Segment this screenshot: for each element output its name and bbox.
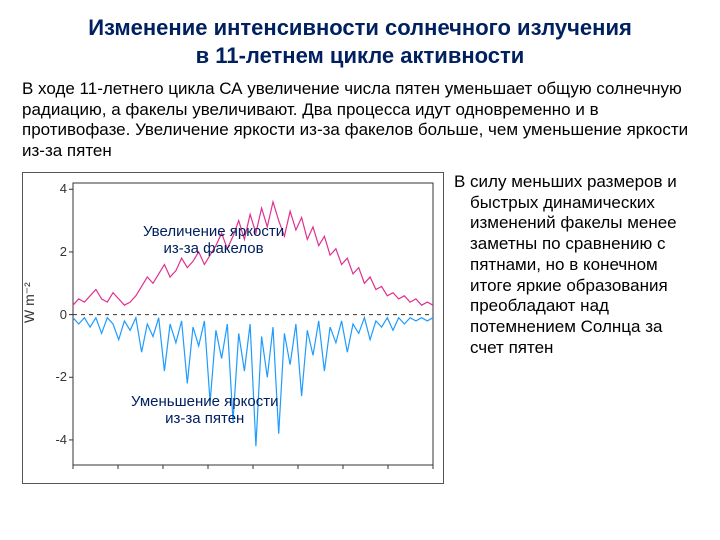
intro-text: В ходе 11-летнего цикла СА увеличение чи… (22, 79, 698, 162)
chart-svg (23, 173, 443, 483)
y-tick-label: 0 (43, 307, 67, 322)
y-tick-label: 4 (43, 181, 67, 196)
chart-container: W m⁻² 4 2 0 -2 -4 Увеличение яркости из-за ф… (22, 172, 444, 484)
title-line-2: в 11-летнем цикле активности (196, 43, 525, 68)
y-tick-label: 2 (43, 244, 67, 259)
annot-spots: Уменьшение яркости из-за пятен (131, 393, 278, 428)
annot-faculae: Увеличение яркости из-за факелов (143, 223, 284, 258)
y-tick-label: -4 (43, 432, 67, 447)
side-text: В силу меньших размеров и быстрых динами… (454, 172, 698, 359)
y-axis-label: W m⁻² (21, 282, 38, 323)
page-title: Изменение интенсивности солнечного излуч… (22, 14, 698, 69)
title-line-1: Изменение интенсивности солнечного излуч… (88, 15, 632, 40)
y-tick-label: -2 (43, 369, 67, 384)
